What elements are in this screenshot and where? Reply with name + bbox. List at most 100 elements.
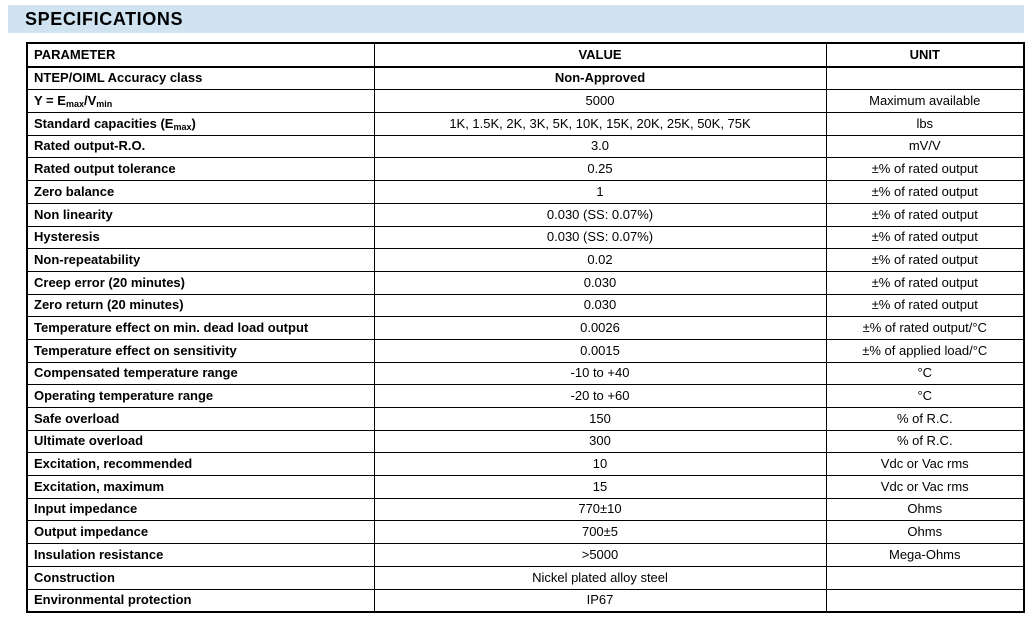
parameter-cell: Temperature effect on sensitivity xyxy=(26,338,375,363)
parameter-cell: Non-repeatability xyxy=(26,248,375,272)
table-row: Environmental protection IP67 xyxy=(26,588,1025,613)
value-cell: 0.02 xyxy=(373,248,827,272)
column-header-parameter: PARAMETER xyxy=(26,42,375,68)
value-cell: 0.030 (SS: 0.07%) xyxy=(373,202,827,227)
unit-cell: lbs xyxy=(825,112,1025,136)
parameter-cell: Input impedance xyxy=(26,497,375,522)
parameter-cell: Standard capacities (Emax) xyxy=(26,112,375,136)
unit-cell: Maximum available xyxy=(825,89,1025,114)
parameter-cell: Safe overload xyxy=(26,407,375,431)
value-cell: 0.030 (SS: 0.07%) xyxy=(373,225,827,250)
parameter-cell: Construction xyxy=(26,565,375,590)
unit-cell xyxy=(825,588,1025,613)
unit-cell: ±% of rated output/°C xyxy=(825,316,1025,340)
table-row: Excitation, maximum 15 Vdc or Vac rms xyxy=(26,475,1025,499)
value-cell: Non-Approved xyxy=(373,66,827,91)
column-header-value: VALUE xyxy=(373,42,827,68)
unit-cell: mV/V xyxy=(825,134,1025,159)
table-row: Construction Nickel plated alloy steel xyxy=(26,565,1025,590)
table-row: Operating temperature range -20 to +60 °C xyxy=(26,384,1025,408)
unit-cell: ±% of rated output xyxy=(825,225,1025,250)
parameter-cell: Excitation, maximum xyxy=(26,475,375,499)
parameter-cell: Non linearity xyxy=(26,202,375,227)
parameter-cell: Rated output-R.O. xyxy=(26,134,375,159)
value-cell: -20 to +60 xyxy=(373,384,827,408)
table-row: Rated output tolerance 0.25 ±% of rated ou… xyxy=(26,157,1025,182)
value-cell: IP67 xyxy=(373,588,827,613)
table-row: Standard capacities (Emax) 1K, 1.5K, 2K, … xyxy=(26,112,1025,136)
parameter-cell: Environmental protection xyxy=(26,588,375,613)
unit-cell: ±% of rated output xyxy=(825,202,1025,227)
value-cell: 0.030 xyxy=(373,293,827,318)
table-row: Y = Emax/Vmin 5000 Maximum available xyxy=(26,89,1025,114)
spec-table-body: NTEP/OIML Accuracy class Non-Approved Y = … xyxy=(26,66,1025,613)
unit-cell: Ohms xyxy=(825,497,1025,522)
table-row: Safe overload 150% of R.C. xyxy=(26,407,1025,431)
parameter-cell: Hysteresis xyxy=(26,225,375,250)
parameter-cell: Compensated temperature range xyxy=(26,361,375,386)
table-row: Output impedance 700±5 Ohms xyxy=(26,520,1025,545)
parameter-cell: Y = Emax/Vmin xyxy=(26,89,375,114)
parameter-cell: Zero return (20 minutes) xyxy=(26,293,375,318)
unit-cell: ±% of rated output xyxy=(825,293,1025,318)
parameter-cell: Creep error (20 minutes) xyxy=(26,270,375,295)
unit-cell: ±% of rated output xyxy=(825,270,1025,295)
unit-cell: Vdc or Vac rms xyxy=(825,452,1025,477)
table-row: Ultimate overload 300% of R.C. xyxy=(26,429,1025,454)
table-header-row: PARAMETER VALUE UNIT xyxy=(26,42,1025,68)
value-cell: 700±5 xyxy=(373,520,827,545)
parameter-cell: Operating temperature range xyxy=(26,384,375,408)
value-cell: 1 xyxy=(373,180,827,204)
unit-cell: Ohms xyxy=(825,520,1025,545)
unit-cell: Vdc or Vac rms xyxy=(825,475,1025,499)
value-cell: 770±10 xyxy=(373,497,827,522)
parameter-cell: Insulation resistance xyxy=(26,543,375,567)
unit-cell: Mega-Ohms xyxy=(825,543,1025,567)
table-row: Temperature effect on sensitivity 0.0015 ±… xyxy=(26,338,1025,363)
specifications-table: PARAMETER VALUE UNIT NTEP/OIML Accuracy … xyxy=(26,42,1025,614)
parameter-cell: Rated output tolerance xyxy=(26,157,375,182)
table-row: Temperature effect on min. dead load out… xyxy=(26,316,1025,340)
table-row: Input impedance 770±10 Ohms xyxy=(26,497,1025,522)
value-cell: Nickel plated alloy steel xyxy=(373,565,827,590)
table-row: Insulation resistance >5000 Mega-Ohms xyxy=(26,543,1025,567)
table-row: Zero return (20 minutes) 0.030 ±% of rated… xyxy=(26,293,1025,318)
unit-cell: % of R.C. xyxy=(825,429,1025,454)
value-cell: 0.0026 xyxy=(373,316,827,340)
unit-cell: ±% of applied load/°C xyxy=(825,338,1025,363)
unit-cell: °C xyxy=(825,361,1025,386)
title-band: SPECIFICATIONS xyxy=(8,5,1024,33)
parameter-cell: Temperature effect on min. dead load out… xyxy=(26,316,375,340)
unit-cell: ±% of rated output xyxy=(825,157,1025,182)
parameter-cell: NTEP/OIML Accuracy class xyxy=(26,66,375,91)
parameter-cell: Ultimate overload xyxy=(26,429,375,454)
table-row: Zero balance 1 ±% of rated output xyxy=(26,180,1025,204)
unit-cell: ±% of rated output xyxy=(825,248,1025,272)
page-title: SPECIFICATIONS xyxy=(25,8,184,29)
parameter-cell: Zero balance xyxy=(26,180,375,204)
table-row: NTEP/OIML Accuracy class Non-Approved xyxy=(26,66,1025,91)
value-cell: 1K, 1.5K, 2K, 3K, 5K, 10K, 15K, 20K, 25K… xyxy=(373,112,827,136)
value-cell: 150 xyxy=(373,407,827,431)
table-row: Non linearity 0.030 (SS: 0.07%) ±% of rate… xyxy=(26,202,1025,227)
value-cell: 5000 xyxy=(373,89,827,114)
value-cell: 0.0015 xyxy=(373,338,827,363)
table-row: Hysteresis 0.030 (SS: 0.07%) ±% of rated o… xyxy=(26,225,1025,250)
value-cell: 0.030 xyxy=(373,270,827,295)
value-cell: -10 to +40 xyxy=(373,361,827,386)
unit-cell: % of R.C. xyxy=(825,407,1025,431)
value-cell: 300 xyxy=(373,429,827,454)
unit-cell xyxy=(825,565,1025,590)
table-row: Non-repeatability 0.02 ±% of rated output xyxy=(26,248,1025,272)
unit-cell: ±% of rated output xyxy=(825,180,1025,204)
table-row: Compensated temperature range -10 to +40 °… xyxy=(26,361,1025,386)
value-cell: 10 xyxy=(373,452,827,477)
table-row: Rated output-R.O. 3.0 mV/V xyxy=(26,134,1025,159)
parameter-cell: Output impedance xyxy=(26,520,375,545)
unit-cell xyxy=(825,66,1025,91)
value-cell: 3.0 xyxy=(373,134,827,159)
column-header-unit: UNIT xyxy=(825,42,1025,68)
value-cell: 0.25 xyxy=(373,157,827,182)
parameter-cell: Excitation, recommended xyxy=(26,452,375,477)
